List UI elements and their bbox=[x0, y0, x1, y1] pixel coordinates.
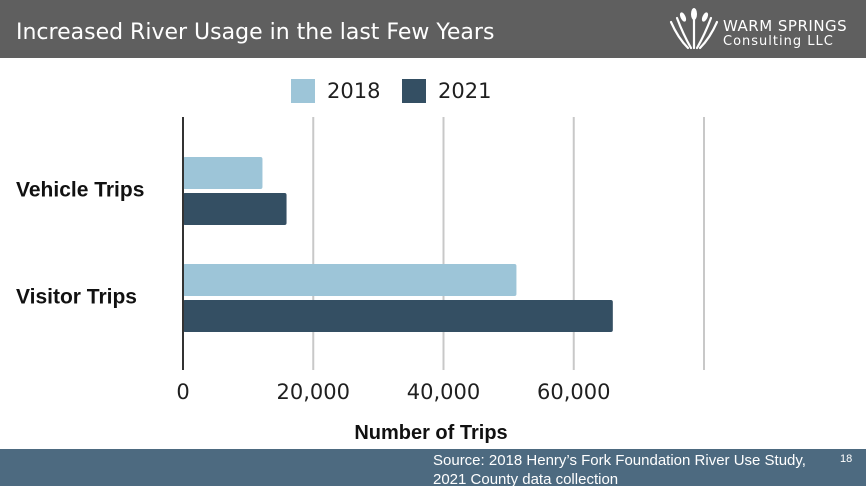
legend-label-2021: 2021 bbox=[438, 79, 492, 103]
x-tick-label: 0 bbox=[176, 380, 189, 404]
x-tick-label: 40,000 bbox=[407, 380, 480, 404]
category-label: Visitor Trips bbox=[16, 286, 137, 309]
slide-header: Increased River Usage in the last Few Ye… bbox=[0, 0, 866, 58]
x-tick-label: 60,000 bbox=[537, 380, 610, 404]
bar bbox=[183, 300, 613, 332]
page-number: 18 bbox=[840, 453, 853, 465]
bar bbox=[183, 157, 263, 189]
source-note: Source: 2018 Henry’s Fork Foundation Riv… bbox=[433, 452, 806, 486]
slide-footer: Source: 2018 Henry’s Fork Foundation Riv… bbox=[0, 449, 866, 486]
legend-swatch-2021 bbox=[402, 79, 426, 103]
x-axis-title: Number of Trips bbox=[354, 422, 507, 444]
logo-line-2: Consulting LLC bbox=[723, 34, 834, 49]
category-label: Vehicle Trips bbox=[16, 179, 144, 202]
company-logo: WARM SPRINGS Consulting LLC bbox=[668, 6, 858, 52]
logo-line-1: WARM SPRINGS bbox=[723, 17, 848, 35]
x-tick-label: 20,000 bbox=[277, 380, 350, 404]
bar bbox=[183, 193, 287, 225]
slide-title: Increased River Usage in the last Few Ye… bbox=[16, 20, 495, 45]
legend-label-2018: 2018 bbox=[327, 79, 381, 103]
wheat-leaves-icon bbox=[669, 8, 719, 50]
legend-swatch-2018 bbox=[291, 79, 315, 103]
bar-chart: Vehicle Trips Visitor Trips 0 20,000 40,000 6… bbox=[16, 117, 705, 444]
bar bbox=[183, 264, 517, 296]
